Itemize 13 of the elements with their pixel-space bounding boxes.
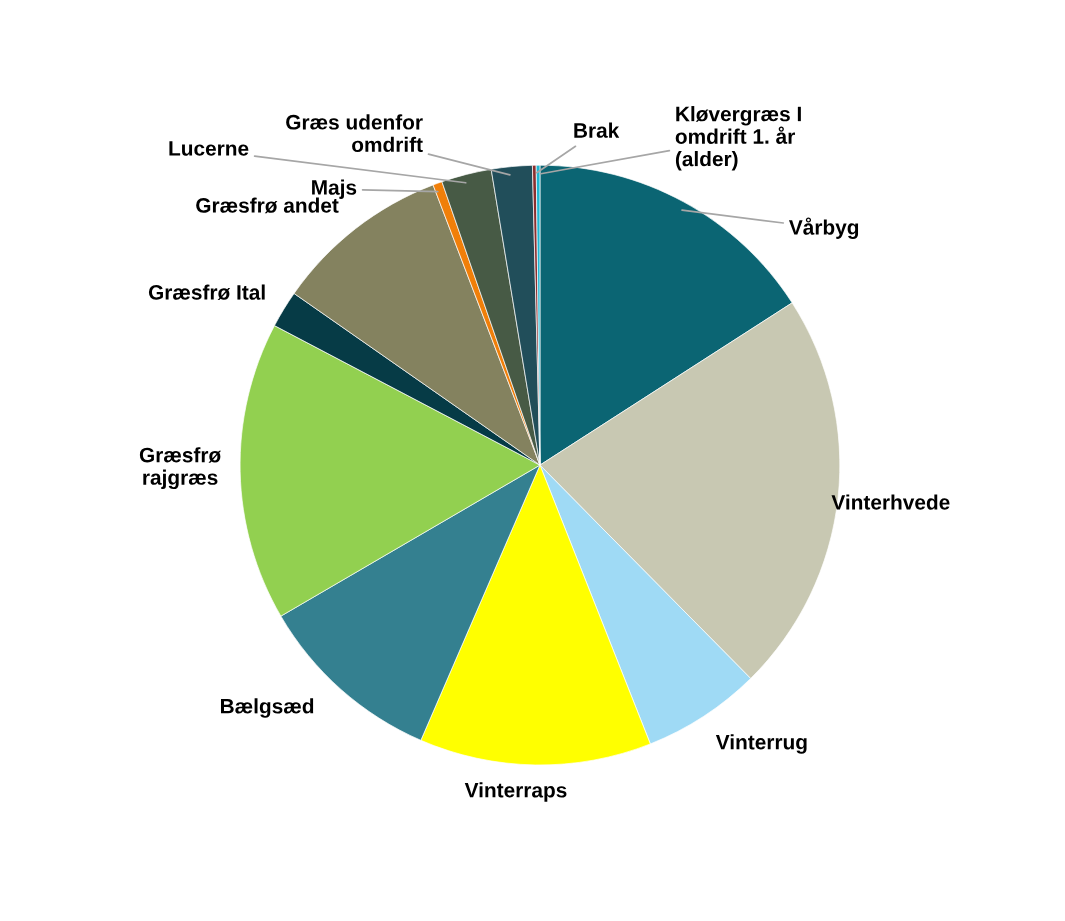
slice-label: Vinterhvede [831,494,950,510]
slice-label: Kløvergræs I omdrift 1. år (alder) [675,106,801,171]
slice-label: Græsfrø Ital [148,284,265,301]
slice-label: Majs [312,179,357,199]
slice-label: Bælgsæd [221,698,314,718]
slice-label: Græsfrø andet [196,197,339,214]
slice-label: Vinterrug [715,734,807,754]
slice-label: Vinterraps [464,782,567,802]
slice-label: Græsfrø rajgræs [139,447,222,490]
slice-label: Vårbyg [789,217,859,239]
slice-label: Lucerne [169,141,249,156]
slice-label: Brak [574,122,620,138]
slice-label: Græs udenfor omdrift [286,114,423,153]
